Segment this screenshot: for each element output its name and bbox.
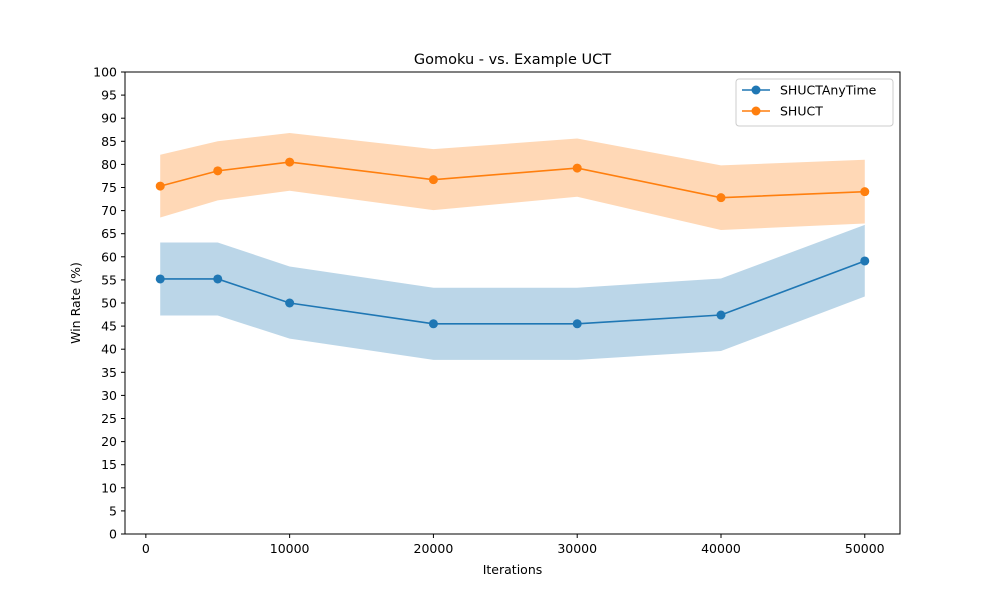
- legend-box: [735, 78, 894, 127]
- legend-marker: [751, 106, 761, 116]
- y-tick-label: 100: [93, 65, 117, 80]
- y-tick-label: 65: [101, 226, 117, 241]
- chart-title: Gomoku - vs. Example UCT: [414, 52, 611, 68]
- y-tick-label: 50: [101, 296, 117, 311]
- x-tick-label: 50000: [845, 541, 885, 556]
- x-tick-label: 40000: [701, 541, 741, 556]
- y-tick-label: 55: [101, 272, 117, 287]
- y-tick-label: 70: [101, 203, 117, 218]
- data-point-shuct: [716, 193, 726, 203]
- y-tick-label: 60: [101, 249, 117, 264]
- data-point-shuct: [572, 163, 582, 173]
- confidence-bands: [160, 132, 865, 360]
- data-point-shuct: [428, 175, 438, 185]
- y-tick-label: 5: [109, 503, 117, 518]
- data-point-shuct: [213, 166, 223, 176]
- data-point-shuctanytime: [860, 256, 870, 266]
- series-points: [155, 157, 870, 329]
- y-tick-label: 85: [101, 134, 117, 149]
- data-point-shuct: [285, 157, 295, 167]
- data-point-shuctanytime: [213, 274, 223, 284]
- legend-marker: [751, 85, 761, 95]
- y-tick-label: 0: [109, 527, 117, 542]
- data-point-shuct: [155, 181, 165, 191]
- x-tick-label: 20000: [414, 541, 454, 556]
- data-point-shuctanytime: [155, 274, 165, 284]
- data-point-shuct: [860, 187, 870, 197]
- confidence-band-shuctanytime: [160, 224, 865, 360]
- y-tick-label: 95: [101, 88, 117, 103]
- y-tick-label: 80: [101, 157, 117, 172]
- y-tick-label: 90: [101, 111, 117, 126]
- legend: SHUCTAnyTime SHUCT: [735, 78, 894, 127]
- y-tick-label: 10: [101, 480, 117, 495]
- y-tick-label: 15: [101, 457, 117, 472]
- data-point-shuctanytime: [572, 319, 582, 329]
- y-axis-ticks: 0 5 10 15 20 25 30 35 40 45 50 55 60 65 70 75 80 85 90 95 10…: [93, 65, 125, 542]
- y-tick-label: 40: [101, 342, 117, 357]
- x-tick-label: 10000: [270, 541, 310, 556]
- y-tick-label: 30: [101, 388, 117, 403]
- y-tick-label: 75: [101, 180, 117, 195]
- y-axis-label: Win Rate (%): [68, 262, 83, 344]
- data-point-shuctanytime: [285, 298, 295, 308]
- data-point-shuctanytime: [428, 319, 438, 329]
- legend-entry-label: SHUCT: [780, 104, 823, 119]
- data-point-shuctanytime: [716, 310, 726, 320]
- x-axis-label: Iterations: [483, 562, 543, 577]
- x-axis-ticks: 0 10000 20000 30000 40000 50000: [142, 534, 885, 556]
- y-tick-label: 25: [101, 411, 117, 426]
- y-tick-label: 45: [101, 319, 117, 334]
- x-tick-label: 0: [142, 541, 150, 556]
- legend-entry-label: SHUCTAnyTime: [780, 83, 877, 98]
- y-tick-label: 20: [101, 434, 117, 449]
- x-tick-label: 30000: [557, 541, 597, 556]
- y-tick-label: 35: [101, 365, 117, 380]
- confidence-band-shuct: [160, 132, 865, 231]
